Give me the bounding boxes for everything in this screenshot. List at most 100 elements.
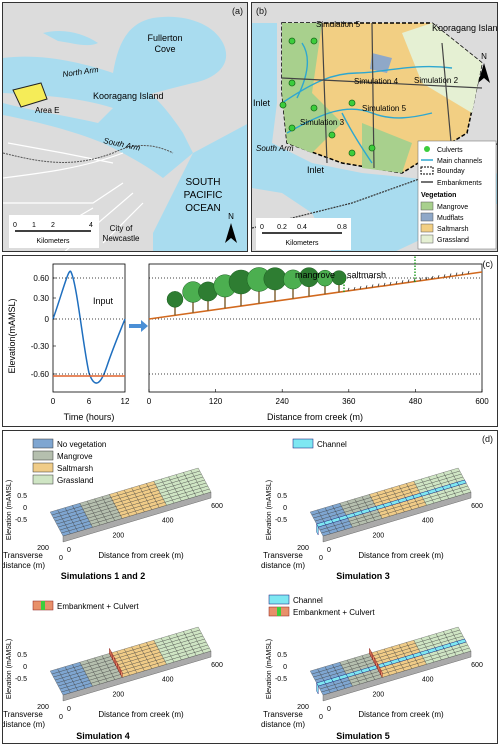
yt-5-1: 0 [319,714,323,721]
legend-veg-swatch-3 [420,234,434,244]
area-e [12,82,48,108]
culverts [279,37,376,157]
tree-10 [331,270,347,286]
d-legend-swatch-0 [32,438,54,449]
north-label-b: N [481,52,487,61]
c-left-xtick-0: 0 [51,397,56,406]
d-legend-swatch-2 [32,462,54,473]
xt-5-0: 0 [327,706,331,713]
water-hunter-river [3,56,193,178]
label-ocean-1: SOUTH [186,177,221,188]
embankment-cell [369,648,372,657]
xlabel-1: Distance from creek (m) [98,551,184,560]
d-legend-swatch-1 [32,450,54,461]
ylabel-5-b: distance (m) [261,720,305,729]
scale-tick-0: 0 [13,222,17,229]
zt-1-2: -0.5 [15,517,27,524]
c-ytick-4: -0.60 [31,370,50,379]
ylabel-4-a: Transverse [3,710,43,719]
legend-veg-mudflats: Mudflats [437,215,464,222]
zt-4-2: -0.5 [15,676,27,683]
xt-4-0: 0 [67,706,71,713]
panel-a-tag: (a) [232,6,243,16]
water-ocean [153,124,247,251]
label-kooragang: Kooragang Island [93,91,164,101]
title-sim3: Simulation 3 [336,571,390,581]
input-label: Input [93,296,114,306]
label-area-e: Area E [35,106,59,115]
label-sim-2: Simulation 2 [414,76,459,85]
zt-4-0: 0.5 [17,652,27,659]
c-ytick-3: -0.30 [31,342,50,351]
c-ytick-2: 0 [45,315,50,324]
yt-1-1: 0 [59,555,63,562]
label-south-arm-b: South Arm [256,144,294,153]
d-legend-culvert-mark-5 [277,607,281,616]
ground-profile [148,271,483,320]
label-fullerton-1: Fullerton [147,33,182,43]
ylabel-5-a: Transverse [263,710,303,719]
c-right-xtick-1: 120 [209,397,223,406]
zt-5-1: 0 [283,664,287,671]
panel-a-map: Fullerton Cove North Arm Kooragang Islan… [2,2,248,252]
legend-veg-saltmarsh: Saltmarsh [437,226,469,233]
panel-b-map: Kooragang Island Simulation 5 Simulation… [251,2,498,252]
panel-d-simulations: Simulations 1 and 2 Simulation 3 Simulat… [2,430,498,744]
d-legend-channel-swatch [292,438,314,449]
yt-4-0: 200 [37,704,49,711]
c-right-xtick-4: 480 [409,397,423,406]
xt-3-1: 200 [372,532,384,539]
scale-b-tick-2: 0.4 [297,224,307,231]
legend-veg-grassland: Grassland [437,237,469,244]
zt-5-2: -0.5 [275,676,287,683]
north-arrow-b-icon [478,63,490,83]
legend-culvert-icon [424,146,430,152]
d-legend-channel-5: Channel [293,596,323,605]
title-sim12: Simulations 1 and 2 [61,571,146,581]
xt-3-0: 0 [327,547,331,554]
label-city-1: City of [110,224,133,233]
ylabel-3-a: Transverse [263,551,303,560]
zt-4-1: 0 [23,664,27,671]
zlabel-1: Elevation (mAMSL) [6,480,13,540]
label-ocean-2: PACIFIC [184,190,223,201]
simulation-grids: Simulations 1 and 2 Simulation 3 Simulat… [3,438,483,741]
tree-6 [263,267,287,291]
xt-3-3: 600 [471,503,483,510]
d-legend-label-0: No vegetation [57,440,106,449]
main-channels [281,42,453,164]
c-right-xtick-3: 360 [342,397,356,406]
legend-channels: Main channels [437,158,483,165]
legend-veg-title: Vegetation [421,192,456,199]
label-mangrove: mangrove [295,270,335,280]
legend-veg-swatch-1 [420,212,434,222]
zt-3-1: 0 [283,505,287,512]
c-right-xtick-2: 240 [276,397,290,406]
xt-4-3: 600 [211,662,223,669]
tree-0 [166,291,184,308]
channel-cell [456,638,467,645]
mangrove-zone [282,23,342,153]
legend-veg-swatch-0 [420,201,434,211]
mangrove-zone-2 [362,123,412,173]
zt-1-1: 0 [23,505,27,512]
label-ocean-3: OCEAN [185,203,221,214]
xt-5-3: 600 [471,662,483,669]
c-ytick-1: 0.30 [33,294,49,303]
legend-veg-swatch-2 [420,223,434,233]
xt-1-2: 400 [162,518,174,525]
ylabel-1-b: distance (m) [3,561,45,570]
zlabel-5: Elevation (mAMSL) [266,639,273,699]
title-sim4: Simulation 4 [76,731,130,741]
title-sim5: Simulation 5 [336,731,390,741]
north-arrow-icon [225,223,237,243]
d-legend-embank-4: Embankment + Culvert [57,602,139,611]
mudflat-zone [370,53,392,73]
map-b: Kooragang Island Simulation 5 Simulation… [252,3,497,251]
xt-3-2: 400 [422,518,434,525]
profile-chart: Elevation(mAMSL) 0.60 0.30 0 -0.30 -0.60 0 6 12… [7,256,489,422]
scale-b-tick-3: 0.8 [337,224,347,231]
